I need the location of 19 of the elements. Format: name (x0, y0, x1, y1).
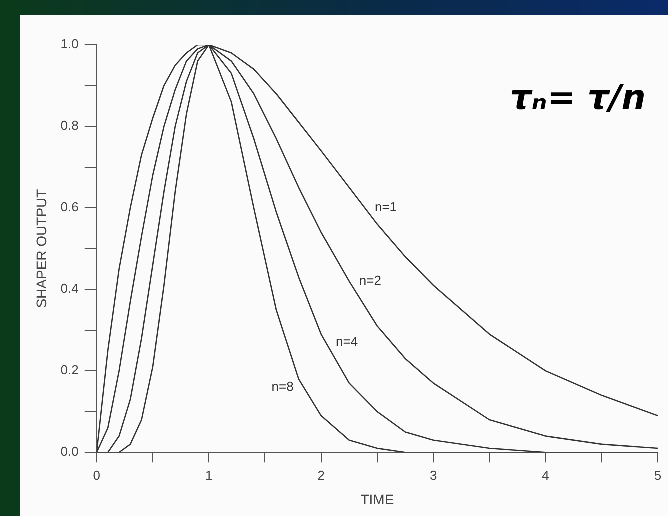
x-tick-label: 0 (93, 468, 100, 483)
y-tick-label: 1.0 (60, 36, 79, 52)
annotation: τₙ= τ/n (510, 78, 646, 118)
x-tick-label: 2 (318, 468, 325, 483)
y-tick-label: 0.8 (60, 118, 79, 134)
y-axis-title: SHAPER OUTPUT (33, 188, 50, 308)
x-tick-label: 5 (654, 468, 662, 483)
x-tick-label: 4 (542, 468, 550, 483)
series-label: n=1 (374, 200, 398, 215)
series-label: n=4 (336, 334, 358, 350)
y-tick-label: 0.6 (60, 200, 79, 215)
y-tick-label: 0.4 (60, 281, 79, 296)
y-tick-label: 0.0 (60, 444, 79, 460)
x-tick-label: 1 (205, 468, 213, 483)
x-tick-label: 3 (430, 468, 438, 483)
y-tick-label: 0.2 (60, 362, 79, 378)
series-label: n=8 (272, 378, 294, 394)
x-axis-title: TIME (360, 491, 394, 508)
series-label: n=2 (359, 272, 382, 288)
